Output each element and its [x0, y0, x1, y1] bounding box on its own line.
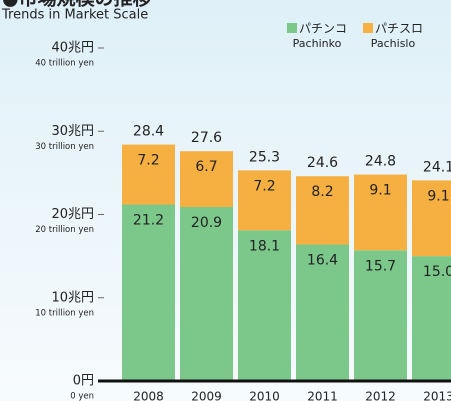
y-tick-label: 40兆円 [51, 41, 94, 56]
y-tick-label: 0円 [73, 374, 94, 389]
legend-swatch [363, 23, 373, 33]
value-label: 7.2 [137, 153, 159, 169]
bar-segment [354, 250, 407, 381]
y-tick-label-en: 10 trillion yen [35, 308, 94, 318]
bar-segment [412, 180, 451, 257]
bar-segment [296, 176, 349, 245]
value-label: 8.2 [311, 184, 333, 200]
bar-segment [238, 170, 291, 231]
legend-label: パチスロ [375, 22, 423, 36]
legend-swatch [287, 23, 297, 33]
value-label: 18.1 [249, 238, 280, 254]
bar-segment [354, 174, 407, 251]
total-label: 27.6 [191, 130, 222, 146]
bar-segment [296, 244, 349, 381]
total-label: 24.8 [365, 154, 396, 170]
total-label: 24.6 [307, 155, 338, 171]
total-label: 28.4 [133, 124, 164, 140]
value-label: 20.9 [191, 215, 222, 231]
bar-segment [122, 204, 175, 381]
y-tick-label-en: 0 yen [70, 392, 94, 401]
y-tick-label-en: 20 trillion yen [35, 225, 94, 235]
bar-segment [238, 230, 291, 381]
total-label: 24.1 [423, 159, 451, 175]
chart-title: ●市場規模の推移 [2, 0, 152, 10]
y-tick-label-en: 40 trillion yen [35, 59, 94, 69]
x-tick-label: 2011 [307, 390, 338, 401]
bar-segment [412, 256, 451, 381]
value-label: 16.4 [307, 252, 338, 268]
chart-subtitle: Trends in Market Scale [1, 8, 148, 23]
legend-label-en: Pachislo [371, 37, 416, 50]
x-tick-label: 2010 [249, 390, 280, 401]
value-label: 9.1 [427, 188, 449, 204]
value-label: 21.2 [133, 213, 164, 229]
value-label: 9.1 [369, 183, 391, 199]
value-label: 6.7 [195, 159, 217, 175]
x-tick-label: 2008 [133, 390, 164, 401]
total-label: 25.3 [249, 149, 280, 165]
y-tick-label: 20兆円 [51, 207, 94, 222]
x-tick-label: 2009 [191, 390, 222, 401]
bar-segment [122, 144, 175, 205]
y-tick-label: 30兆円 [51, 124, 94, 139]
legend-label-en: Pachinko [293, 37, 342, 50]
legend-label: パチンコ [299, 22, 347, 36]
value-label: 15.0 [423, 264, 451, 280]
x-tick-label: 2012 [365, 390, 396, 401]
value-label: 7.2 [253, 178, 275, 194]
x-tick-label: 2013 [423, 390, 451, 401]
y-tick-label: 10兆円 [51, 290, 94, 305]
value-label: 15.7 [365, 258, 396, 274]
bar-segment [180, 151, 233, 208]
bar-segment [180, 207, 233, 381]
y-tick-label-en: 30 trillion yen [35, 142, 94, 152]
